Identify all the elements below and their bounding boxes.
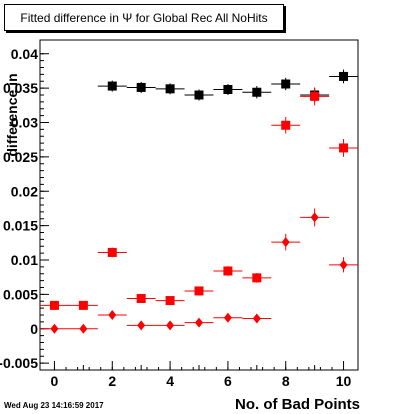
- data-point-square: [281, 120, 291, 130]
- data-point-square: [223, 85, 233, 94]
- data-point-diamond: [252, 313, 261, 324]
- data-point-square: [107, 247, 117, 257]
- y-tick-label: 0.025: [3, 149, 38, 165]
- x-tick-label: 8: [282, 373, 290, 389]
- data-point-diamond: [137, 320, 146, 331]
- data-point-square: [194, 286, 204, 296]
- data-point-diamond: [223, 312, 232, 323]
- data-point-diamond: [50, 323, 59, 334]
- data-point-diamond: [195, 317, 203, 328]
- data-point-square: [339, 71, 349, 81]
- y-tick-label: 0: [30, 321, 38, 337]
- x-axis-label: No. of Bad Points: [235, 396, 360, 413]
- data-point-square: [49, 300, 59, 310]
- data-point-square: [165, 296, 175, 306]
- data-point-square: [281, 79, 291, 89]
- y-axis-label: difference in: [4, 73, 20, 157]
- data-point-square: [136, 82, 146, 92]
- y-tick-label: 0.035: [3, 80, 38, 96]
- chart-title-box: Fitted difference in Ψ for Global Rec Al…: [4, 4, 284, 31]
- y-axis-label-box: difference in: [4, 50, 20, 180]
- y-tick-label: 0.02: [11, 183, 38, 199]
- data-point-square: [194, 90, 204, 100]
- x-tick-label: 10: [336, 373, 352, 389]
- data-point-diamond: [166, 320, 175, 331]
- y-tick-label: 0.01: [11, 252, 38, 268]
- data-point-square: [252, 87, 262, 97]
- data-point-square: [252, 273, 262, 283]
- y-tick-label: 0.015: [3, 218, 38, 234]
- chart-title: Fitted difference in Ψ for Global Rec Al…: [20, 11, 268, 25]
- x-tick-label: 4: [166, 373, 174, 389]
- data-point-square: [78, 300, 88, 310]
- data-point-diamond: [310, 212, 319, 223]
- y-tick-label: 0.04: [11, 46, 38, 62]
- data-point-diamond: [79, 323, 88, 334]
- data-point-diamond: [339, 259, 348, 270]
- x-tick-label: 0: [51, 373, 59, 389]
- x-tick-label: 2: [108, 373, 116, 389]
- data-point-square: [136, 294, 146, 303]
- y-tick-label: -0.005: [0, 355, 38, 371]
- data-point-diamond: [281, 237, 290, 248]
- y-tick-label: 0.03: [11, 115, 38, 131]
- y-tick-label: 0.005: [3, 286, 38, 302]
- timestamp: Wed Aug 23 14:16:59 2017: [4, 401, 104, 410]
- x-tick-label: 6: [224, 373, 232, 389]
- data-point-square: [310, 91, 320, 101]
- data-point-square: [165, 84, 175, 94]
- data-point-square: [107, 81, 117, 91]
- data-point-square: [223, 266, 233, 276]
- data-point-diamond: [108, 310, 117, 320]
- data-point-square: [339, 143, 349, 153]
